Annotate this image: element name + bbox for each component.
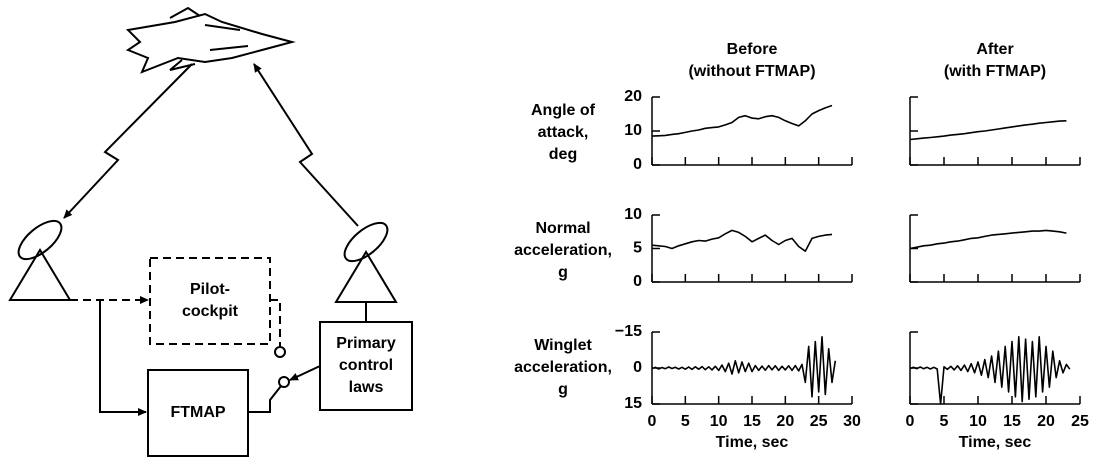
x-tick-label: 25 xyxy=(810,413,828,430)
y-tick-label: 0 xyxy=(633,359,642,376)
control-label: Primary xyxy=(336,335,396,352)
antenna-dish xyxy=(343,221,389,263)
data-line xyxy=(909,120,1067,141)
x-tick-label: 0 xyxy=(648,413,657,430)
y-axis-label: acceleration, xyxy=(514,359,612,376)
y-tick-label: 10 xyxy=(624,122,642,139)
switch-contact xyxy=(274,346,286,358)
x-tick-label: 5 xyxy=(681,413,690,430)
y-axis-label: Angle of xyxy=(531,102,596,119)
y-axis-label: Winglet xyxy=(534,337,592,354)
column-title: (with FTMAP) xyxy=(944,63,1046,80)
antenna-base xyxy=(334,250,398,303)
data-line xyxy=(651,104,833,137)
column-title: After xyxy=(976,41,1013,58)
y-axis-label: acceleration, xyxy=(514,242,612,259)
x-tick-label: 25 xyxy=(1071,413,1089,430)
uplink xyxy=(253,63,359,227)
column-title: Before xyxy=(727,41,778,58)
y-axis-label: Normal xyxy=(535,220,590,237)
pilot-box xyxy=(149,257,271,345)
pilot-link xyxy=(270,299,281,346)
x-tick-label: 10 xyxy=(710,413,728,430)
control-label: laws xyxy=(349,379,384,396)
x-tick-label: 30 xyxy=(843,413,861,430)
y-tick-label: −15 xyxy=(615,323,642,340)
antenna-dish xyxy=(17,219,63,261)
diagram: Pilot- cockpit Primary control laws FTMA… xyxy=(8,6,413,457)
y-tick-label: 10 xyxy=(624,206,642,223)
control-label: control xyxy=(339,357,393,374)
column-title: (without FTMAP) xyxy=(688,63,815,80)
y-tick-label: 20 xyxy=(624,88,642,105)
switch-contact xyxy=(278,376,290,388)
y-axis-label: deg xyxy=(549,146,577,163)
y-axis-label: g xyxy=(558,381,568,398)
y-tick-label: 0 xyxy=(633,156,642,173)
data-line xyxy=(909,229,1067,250)
aircraft xyxy=(125,6,296,74)
x-axis-label: Time, sec xyxy=(716,434,789,451)
ftmap-label: FTMAP xyxy=(170,404,225,421)
x-tick-label: 5 xyxy=(940,413,949,430)
antenna-base xyxy=(8,248,72,301)
control-link xyxy=(289,365,321,381)
ground-link xyxy=(99,300,147,416)
x-tick-label: 15 xyxy=(743,413,761,430)
data-line xyxy=(651,335,837,398)
x-tick-label: 20 xyxy=(776,413,794,430)
x-tick-label: 0 xyxy=(906,413,915,430)
pilot-label: cockpit xyxy=(182,303,239,320)
y-axis-label: g xyxy=(558,264,568,281)
y-tick-label: 15 xyxy=(624,395,642,412)
y-tick-label: 0 xyxy=(633,273,642,290)
y-axis-label: attack, xyxy=(538,124,589,141)
y-tick-label: 5 xyxy=(633,240,642,257)
data-line xyxy=(909,335,1071,405)
x-tick-label: 20 xyxy=(1037,413,1055,430)
pilot-label: Pilot- xyxy=(190,281,230,298)
x-tick-label: 15 xyxy=(1003,413,1021,430)
x-tick-label: 10 xyxy=(969,413,987,430)
data-line xyxy=(651,229,833,252)
x-axis-label: Time, sec xyxy=(959,434,1032,451)
ftmap-output xyxy=(248,385,282,413)
downlink xyxy=(63,63,193,219)
